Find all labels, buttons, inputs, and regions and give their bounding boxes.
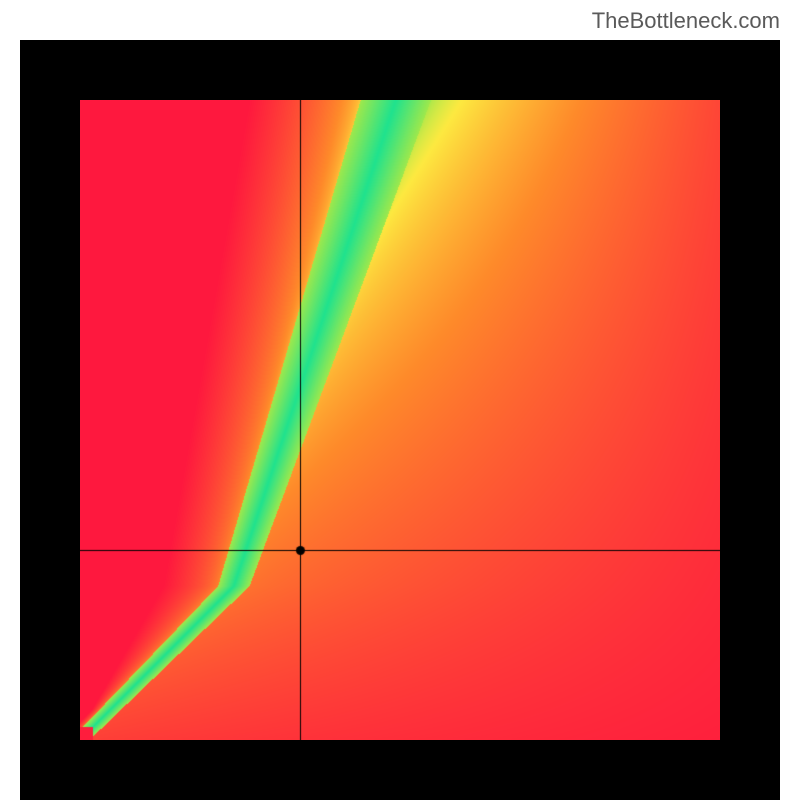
watermark-text: TheBottleneck.com bbox=[592, 8, 780, 34]
plot-frame bbox=[20, 40, 780, 800]
crosshair-overlay bbox=[80, 100, 720, 740]
chart-container: TheBottleneck.com bbox=[0, 0, 800, 800]
